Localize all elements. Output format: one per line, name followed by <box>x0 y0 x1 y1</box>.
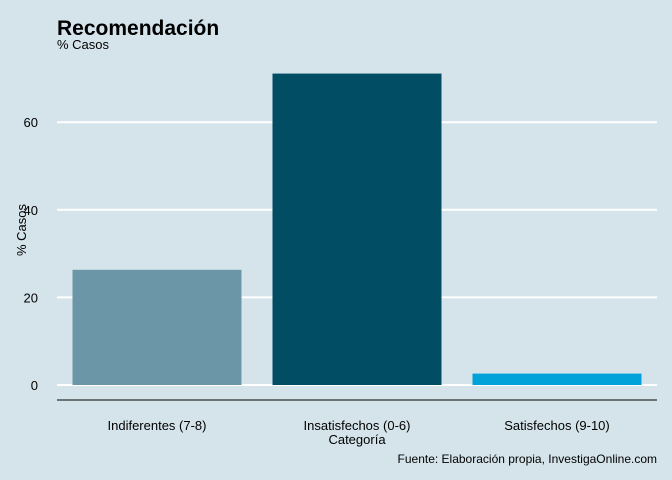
y-tick-label: 20 <box>24 290 38 305</box>
bar <box>272 73 442 385</box>
y-axis-title: % Casos <box>14 203 29 256</box>
x-tick-label: Indiferentes (7-8) <box>108 418 207 433</box>
y-tick-label: 0 <box>31 378 38 393</box>
x-tick-labels: Indiferentes (7-8) Insatisfechos (0-6) Sat… <box>108 418 610 433</box>
y-tick-label: 40 <box>24 203 38 218</box>
chart-caption: Fuente: Elaboración propia, InvestigaOnl… <box>398 452 657 466</box>
y-tick-labels: 0 20 40 60 <box>24 115 38 393</box>
y-tick-label: 60 <box>24 115 38 130</box>
x-axis-title: Categoría <box>328 432 386 447</box>
chart-title: Recomendación <box>57 17 219 40</box>
bar <box>72 269 242 385</box>
bar <box>472 373 642 385</box>
x-tick-label: Insatisfechos (0-6) <box>304 418 411 433</box>
bars <box>72 73 642 385</box>
chart-subtitle: % Casos <box>57 37 110 52</box>
x-tick-label: Satisfechos (9-10) <box>504 418 610 433</box>
